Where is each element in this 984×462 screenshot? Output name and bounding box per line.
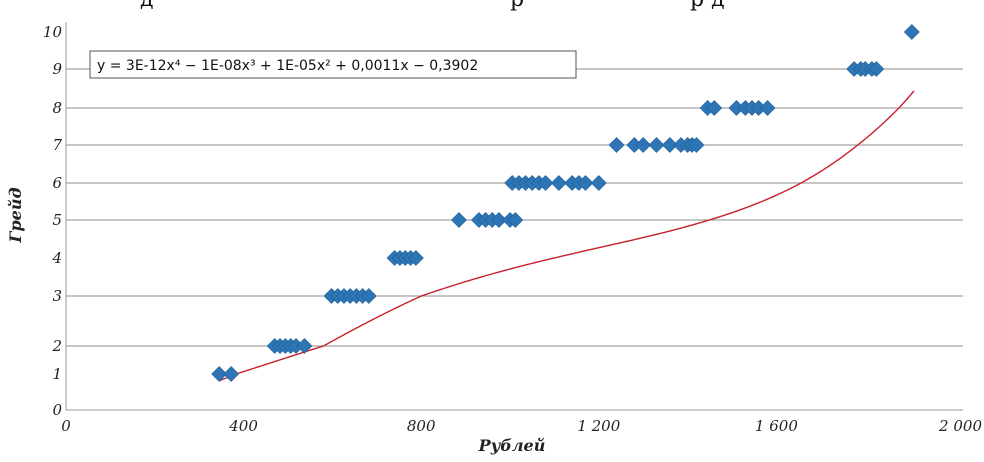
y-tick-label: 1 xyxy=(52,365,62,383)
y-axis-title: Грейд xyxy=(6,187,25,243)
y-tick-labels: 0 1 2 3 4 5 6 7 8 9 10 xyxy=(43,23,63,419)
x-tick-label: 0 xyxy=(61,417,71,435)
y-tick-label: 2 xyxy=(51,337,62,355)
top-cut-text-left: д xyxy=(140,0,154,12)
y-tick-label: 3 xyxy=(52,287,62,305)
y-tick-label: 5 xyxy=(52,211,62,229)
y-tick-label: 4 xyxy=(51,249,62,267)
y-tick-label: 9 xyxy=(52,60,62,78)
x-tick-labels: 0 400 800 1 200 1 600 2 000 xyxy=(61,417,982,435)
x-tick-label: 1 600 xyxy=(755,417,798,435)
top-cut-text-right: р д xyxy=(690,0,725,12)
x-tick-label: 800 xyxy=(407,417,436,435)
top-cut-text-middle: р xyxy=(510,0,524,12)
y-tick-label: 10 xyxy=(43,23,63,41)
x-axis-title: Рублей xyxy=(478,436,546,455)
x-tick-label: 400 xyxy=(228,417,258,435)
y-tick-label: 6 xyxy=(52,174,62,192)
y-tick-label: 7 xyxy=(52,136,62,154)
trendline-equation: y = 3E-12x⁴ − 1E-08x³ + 1E-05x² + 0,0011… xyxy=(90,51,576,78)
y-tick-label: 8 xyxy=(52,99,62,117)
x-tick-label: 1 200 xyxy=(577,417,620,435)
y-tick-label: 0 xyxy=(52,401,62,419)
equation-label: y = 3E-12x⁴ − 1E-08x³ + 1E-05x² + 0,0011… xyxy=(97,58,478,74)
x-tick-label: 2 000 xyxy=(938,417,982,435)
